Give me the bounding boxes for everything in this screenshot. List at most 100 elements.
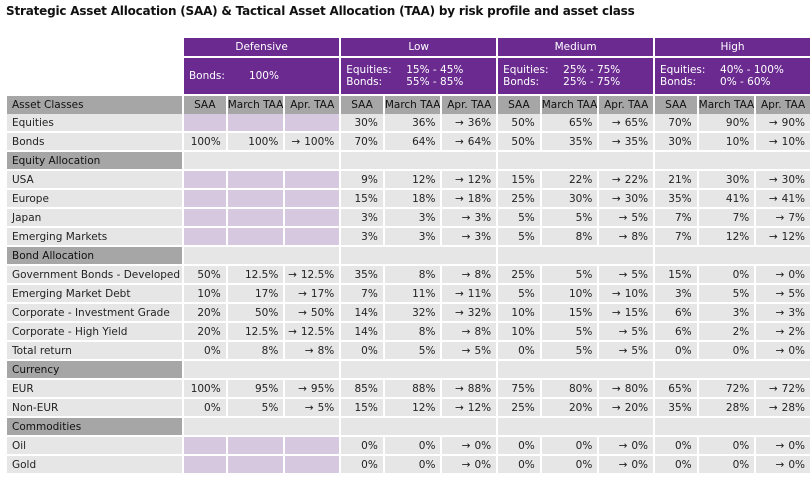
apr-taa-cell: → 64% bbox=[442, 133, 499, 152]
march-taa-cell: 0% bbox=[384, 456, 443, 475]
apr-taa-cell: → 8% bbox=[599, 228, 656, 247]
profile-description-low: Equities: 15% - 45% Bonds: 55% - 85% bbox=[341, 58, 499, 94]
arrow-right-icon: → bbox=[768, 116, 778, 129]
cell-value: 0% bbox=[788, 344, 805, 357]
apr-taa-cell: → 88% bbox=[442, 380, 499, 399]
empty-cell bbox=[285, 114, 342, 133]
apr-taa-cell: → 90% bbox=[756, 114, 812, 133]
arrow-right-icon: → bbox=[611, 116, 621, 129]
cell-value: 35% bbox=[624, 135, 649, 148]
march-taa-cell: 3% bbox=[698, 304, 757, 323]
arrow-right-icon: → bbox=[768, 192, 778, 205]
cell-value: 5% bbox=[317, 401, 335, 414]
arrow-right-icon: → bbox=[775, 268, 785, 281]
profile-header-low: Low bbox=[341, 38, 499, 58]
cell-value: 0% bbox=[631, 439, 649, 452]
header-apr-taa: Apr. TAA bbox=[756, 94, 812, 114]
saa-cell: 3% bbox=[655, 285, 699, 304]
section-spacer bbox=[341, 247, 499, 266]
table-row: Emerging Market Debt 10% 17% → 17% 7% 11% → 11% 5… bbox=[7, 285, 812, 304]
arrow-right-icon: → bbox=[611, 135, 621, 148]
arrow-right-icon: → bbox=[461, 230, 471, 243]
arrow-right-icon: → bbox=[461, 268, 471, 281]
saa-cell: 0% bbox=[655, 342, 699, 361]
arrow-right-icon: → bbox=[461, 439, 471, 452]
saa-cell: 0% bbox=[341, 437, 385, 456]
saa-cell: 35% bbox=[655, 190, 699, 209]
saa-cell: 0% bbox=[341, 342, 385, 361]
cell-value: 15% bbox=[624, 306, 649, 319]
profile-description-defensive: Bonds: 100% bbox=[183, 58, 342, 94]
march-taa-cell: 15% bbox=[541, 304, 600, 323]
row-label: Corporate - Investment Grade bbox=[7, 304, 184, 323]
empty-cell bbox=[183, 228, 228, 247]
saa-cell: 70% bbox=[341, 133, 385, 152]
arrow-right-icon: → bbox=[288, 325, 297, 338]
header-saa: SAA bbox=[655, 94, 699, 114]
arrow-right-icon: → bbox=[304, 344, 314, 357]
apr-taa-cell: → 8% bbox=[442, 323, 499, 342]
saa-cell: 0% bbox=[655, 456, 699, 475]
table-row: USA 9% 12% → 12% 15% 22% → 22% 21% 30% → 30% bbox=[7, 171, 812, 190]
profile-range-line: Bonds: 0% - 60% bbox=[660, 76, 810, 88]
apr-taa-cell: → 65% bbox=[599, 114, 656, 133]
apr-taa-cell: → 20% bbox=[599, 399, 656, 418]
row-label: Japan bbox=[7, 209, 184, 228]
apr-taa-cell: → 28% bbox=[756, 399, 812, 418]
row-label: EUR bbox=[7, 380, 184, 399]
empty-cell bbox=[227, 114, 286, 133]
profile-range-value: 25% - 75% bbox=[563, 64, 621, 76]
arrow-right-icon: → bbox=[454, 382, 464, 395]
section-label: Equity Allocation bbox=[7, 152, 184, 171]
arrow-right-icon: → bbox=[291, 135, 301, 148]
march-taa-cell: 10% bbox=[541, 285, 600, 304]
section-label: Bond Allocation bbox=[7, 247, 184, 266]
cell-value: 3% bbox=[788, 306, 805, 319]
march-taa-cell: 80% bbox=[541, 380, 600, 399]
saa-cell: 50% bbox=[498, 133, 542, 152]
apr-taa-cell: → 10% bbox=[756, 133, 812, 152]
apr-taa-cell: → 0% bbox=[756, 266, 812, 285]
saa-cell: 0% bbox=[498, 437, 542, 456]
profile-range-value: 40% - 100% bbox=[720, 64, 784, 76]
header-march-taa: March TAA bbox=[227, 94, 286, 114]
corner-cell bbox=[7, 58, 184, 94]
profile-range-line: Equities: 15% - 45% bbox=[346, 64, 496, 76]
arrow-right-icon: → bbox=[618, 458, 628, 471]
arrow-right-icon: → bbox=[618, 268, 628, 281]
empty-cell bbox=[227, 228, 286, 247]
apr-taa-cell: → 72% bbox=[756, 380, 812, 399]
arrow-right-icon: → bbox=[461, 344, 471, 357]
arrow-right-icon: → bbox=[298, 382, 307, 395]
empty-cell bbox=[285, 171, 342, 190]
arrow-right-icon: → bbox=[775, 325, 785, 338]
arrow-right-icon: → bbox=[618, 439, 628, 452]
arrow-right-icon: → bbox=[461, 458, 471, 471]
empty-cell bbox=[285, 437, 342, 456]
apr-taa-cell: → 8% bbox=[285, 342, 342, 361]
cell-value: 80% bbox=[624, 382, 649, 395]
apr-taa-cell: → 5% bbox=[599, 342, 656, 361]
arrow-right-icon: → bbox=[775, 211, 785, 224]
empty-cell bbox=[227, 171, 286, 190]
cell-value: 12% bbox=[467, 401, 492, 414]
empty-cell bbox=[285, 456, 342, 475]
march-taa-cell: 32% bbox=[384, 304, 443, 323]
row-label: Europe bbox=[7, 190, 184, 209]
profile-range-value: 55% - 85% bbox=[406, 76, 464, 88]
march-taa-cell: 22% bbox=[541, 171, 600, 190]
table-row: Emerging Markets 3% 3% → 3% 5% 8% → 8% 7% 12% → 12% bbox=[7, 228, 812, 247]
march-taa-cell: 12% bbox=[384, 399, 443, 418]
arrow-right-icon: → bbox=[775, 287, 785, 300]
arrow-right-icon: → bbox=[775, 458, 785, 471]
row-label: Non-EUR bbox=[7, 399, 184, 418]
apr-taa-cell: → 17% bbox=[285, 285, 342, 304]
cell-value: 30% bbox=[624, 192, 649, 205]
apr-taa-cell: → 100% bbox=[285, 133, 342, 152]
saa-cell: 25% bbox=[498, 399, 542, 418]
profile-range-value: 0% - 60% bbox=[720, 76, 771, 88]
arrow-right-icon: → bbox=[288, 268, 297, 281]
cell-value: 0% bbox=[631, 458, 649, 471]
header-saa: SAA bbox=[183, 94, 228, 114]
apr-taa-cell: → 2% bbox=[756, 323, 812, 342]
